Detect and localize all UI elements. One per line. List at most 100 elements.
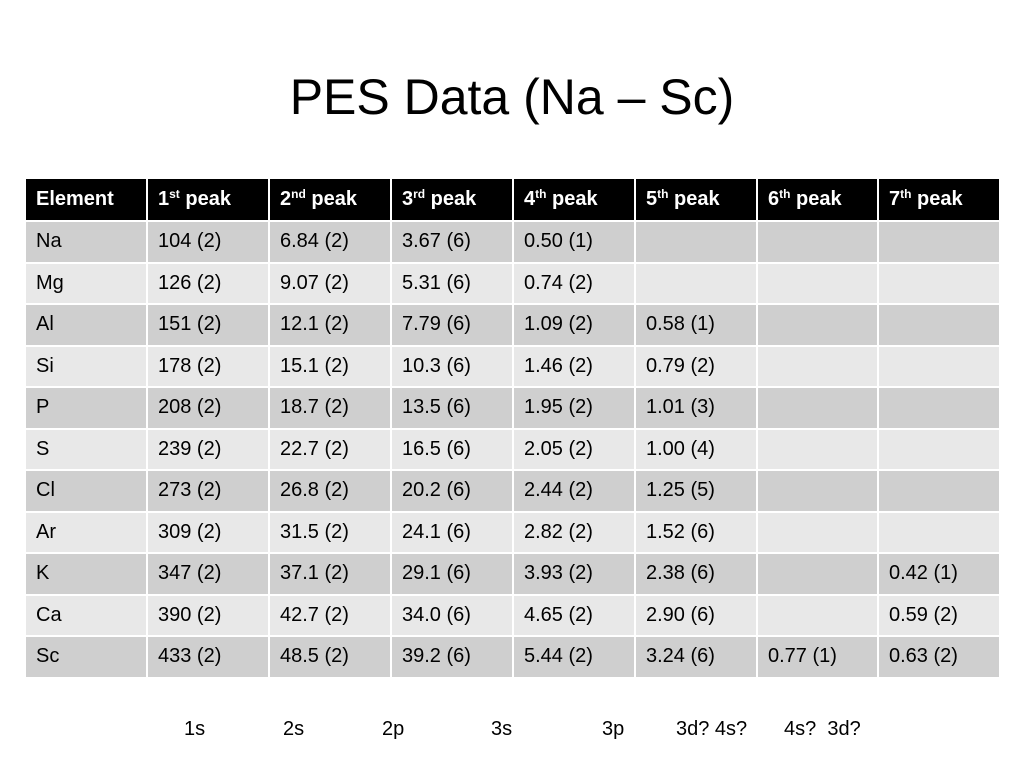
peak-6-cell [757,553,879,596]
peak-1-cell: 208 (2) [147,387,270,430]
peak-7-cell [878,470,999,513]
orbital-label-2p: 2p [382,718,405,740]
peak-3-cell: 20.2 (6) [391,470,514,513]
peak-4-cell: 3.93 (2) [513,553,636,596]
peak-5-cell: 1.01 (3) [635,387,758,430]
peak-7-cell [878,511,999,554]
peak-3-cell: 29.1 (6) [391,553,514,596]
element-cell: Mg [26,262,148,305]
peak-5-cell [635,262,758,305]
orbital-label-3p: 3p [602,718,625,740]
peak-2-cell: 22.7 (2) [269,428,392,471]
peak-3-cell: 3.67 (6) [391,221,514,264]
peak-3-cell: 24.1 (6) [391,511,514,554]
peak-7-cell: 0.59 (2) [878,594,999,637]
peak-6-cell [757,387,879,430]
header-peak-6: 6th peak [757,179,879,222]
peak-4-cell: 2.44 (2) [513,470,636,513]
peak-4-cell: 1.09 (2) [513,304,636,347]
peak-4-cell: 5.44 (2) [513,636,636,679]
element-cell: K [26,553,148,596]
peak-7-cell: 0.63 (2) [878,636,999,679]
peak-3-cell: 13.5 (6) [391,387,514,430]
table-row: S 239 (2) 22.7 (2) 16.5 (6) 2.05 (2) 1.00 (4) [26,428,999,471]
peak-1-cell: 347 (2) [147,553,270,596]
peak-5-cell: 1.52 (6) [635,511,758,554]
peak-2-cell: 42.7 (2) [269,594,392,637]
peak-6-cell [757,262,879,305]
peak-3-cell: 10.3 (6) [391,345,514,388]
element-cell: Al [26,304,148,347]
peak-5-cell [635,221,758,264]
peak-4-cell: 2.82 (2) [513,511,636,554]
peak-1-cell: 239 (2) [147,428,270,471]
peak-6-cell: 0.77 (1) [757,636,879,679]
peak-7-cell: 0.42 (1) [878,553,999,596]
element-cell: Na [26,221,148,264]
peak-1-cell: 104 (2) [147,221,270,264]
peak-7-cell [878,345,999,388]
header-peak-3: 3rd peak [391,179,514,222]
peak-7-cell [878,221,999,264]
table-row: Si 178 (2) 15.1 (2) 10.3 (6) 1.46 (2) 0.79 (2… [26,345,999,388]
table-row: Ca 390 (2) 42.7 (2) 34.0 (6) 4.65 (2) 2.90 (6… [26,594,999,637]
peak-1-cell: 151 (2) [147,304,270,347]
header-element: Element [26,179,148,222]
element-cell: Cl [26,470,148,513]
element-cell: Sc [26,636,148,679]
table-row: Ar 309 (2) 31.5 (2) 24.1 (6) 2.82 (2) 1.52 (6… [26,511,999,554]
peak-6-cell [757,594,879,637]
orbital-label-4s-3d: 4s? 3d? [784,718,861,740]
peak-6-cell [757,304,879,347]
peak-6-cell [757,221,879,264]
table-row: Cl 273 (2) 26.8 (2) 20.2 (6) 2.44 (2) 1.25 (5… [26,470,999,513]
peak-7-cell [878,387,999,430]
element-cell: P [26,387,148,430]
peak-4-cell: 1.95 (2) [513,387,636,430]
peak-4-cell: 2.05 (2) [513,428,636,471]
header-peak-7: 7th peak [878,179,999,222]
peak-2-cell: 26.8 (2) [269,470,392,513]
peak-2-cell: 18.7 (2) [269,387,392,430]
peak-5-cell: 1.00 (4) [635,428,758,471]
table-row: P 208 (2) 18.7 (2) 13.5 (6) 1.95 (2) 1.01 (3) [26,387,999,430]
header-peak-2: 2nd peak [269,179,392,222]
peak-4-cell: 0.50 (1) [513,221,636,264]
peak-5-cell: 2.90 (6) [635,594,758,637]
peak-6-cell [757,428,879,471]
peak-2-cell: 15.1 (2) [269,345,392,388]
peak-3-cell: 5.31 (6) [391,262,514,305]
peak-3-cell: 7.79 (6) [391,304,514,347]
peak-1-cell: 178 (2) [147,345,270,388]
slide-title: PES Data (Na – Sc) [289,69,735,125]
peak-7-cell [878,262,999,305]
peak-2-cell: 9.07 (2) [269,262,392,305]
peak-5-cell: 1.25 (5) [635,470,758,513]
peak-2-cell: 48.5 (2) [269,636,392,679]
peak-4-cell: 4.65 (2) [513,594,636,637]
peak-1-cell: 390 (2) [147,594,270,637]
orbital-label-3d-4s: 3d? 4s? [676,718,748,740]
table-header-row: Element 1st peak 2nd peak 3rd peak 4th p… [26,179,999,222]
peak-4-cell: 0.74 (2) [513,262,636,305]
peak-1-cell: 433 (2) [147,636,270,679]
peak-3-cell: 16.5 (6) [391,428,514,471]
pes-data-table: Element 1st peak 2nd peak 3rd peak 4th p… [26,179,999,679]
element-cell: S [26,428,148,471]
peak-1-cell: 126 (2) [147,262,270,305]
peak-5-cell: 0.58 (1) [635,304,758,347]
peak-2-cell: 37.1 (2) [269,553,392,596]
element-cell: Si [26,345,148,388]
header-peak-1: 1st peak [147,179,270,222]
peak-5-cell: 2.38 (6) [635,553,758,596]
header-peak-5: 5th peak [635,179,758,222]
table-row: Mg 126 (2) 9.07 (2) 5.31 (6) 0.74 (2) [26,262,999,305]
table-row: K 347 (2) 37.1 (2) 29.1 (6) 3.93 (2) 2.38 (6)… [26,553,999,596]
peak-3-cell: 34.0 (6) [391,594,514,637]
peak-5-cell: 3.24 (6) [635,636,758,679]
peak-1-cell: 273 (2) [147,470,270,513]
peak-7-cell [878,428,999,471]
peak-6-cell [757,470,879,513]
orbital-label-1s: 1s [184,718,206,740]
orbital-label-3s: 3s [491,718,513,740]
